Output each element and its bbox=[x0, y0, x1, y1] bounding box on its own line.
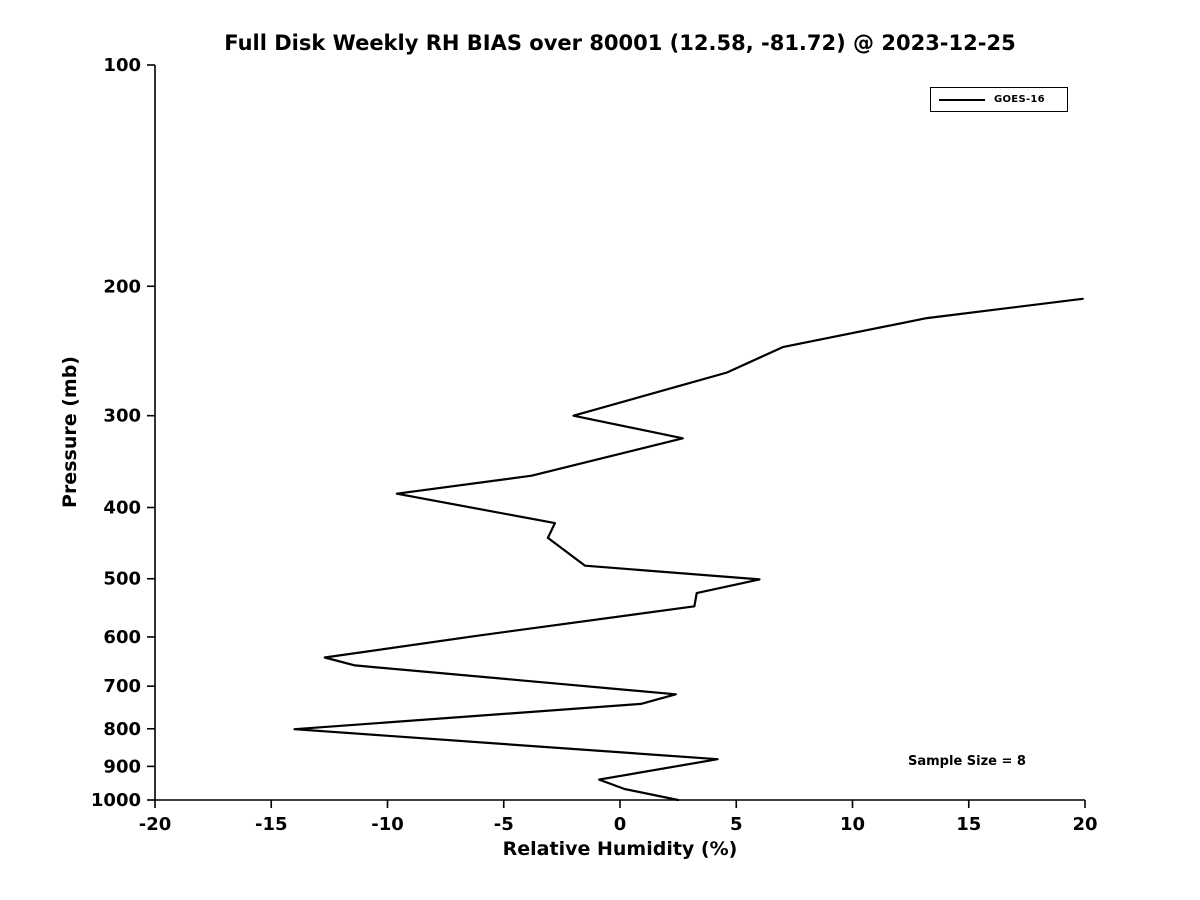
x-tick-label: 0 bbox=[614, 814, 627, 835]
y-tick-label: 1000 bbox=[91, 790, 141, 811]
y-tick-label: 800 bbox=[103, 719, 141, 740]
x-tick-label: -10 bbox=[371, 814, 404, 835]
y-tick-label: 200 bbox=[103, 276, 141, 297]
legend-entry-label: GOES-16 bbox=[994, 94, 1045, 105]
x-tick-label: 20 bbox=[1072, 814, 1097, 835]
legend: GOES-16 bbox=[930, 87, 1068, 112]
y-tick-label: 500 bbox=[103, 569, 141, 590]
legend-line-sample bbox=[939, 98, 985, 101]
chart-title: Full Disk Weekly RH BIAS over 80001 (12.… bbox=[224, 31, 1016, 55]
y-tick-label: 400 bbox=[103, 498, 141, 519]
y-tick-label: 100 bbox=[103, 55, 141, 76]
sample-size-annotation: Sample Size = 8 bbox=[908, 754, 1026, 769]
y-tick-label: 900 bbox=[103, 756, 141, 777]
x-tick-label: 15 bbox=[956, 814, 981, 835]
x-tick-label: 5 bbox=[730, 814, 743, 835]
y-tick-label: 600 bbox=[103, 627, 141, 648]
x-tick-label: -15 bbox=[255, 814, 288, 835]
x-tick-label: -20 bbox=[139, 814, 172, 835]
y-tick-label: 300 bbox=[103, 406, 141, 427]
x-axis-label: Relative Humidity (%) bbox=[502, 838, 738, 860]
data-line-goes-16 bbox=[293, 297, 1084, 802]
y-tick-label: 700 bbox=[103, 676, 141, 697]
x-tick-label: -5 bbox=[494, 814, 514, 835]
x-tick-label: 10 bbox=[840, 814, 865, 835]
